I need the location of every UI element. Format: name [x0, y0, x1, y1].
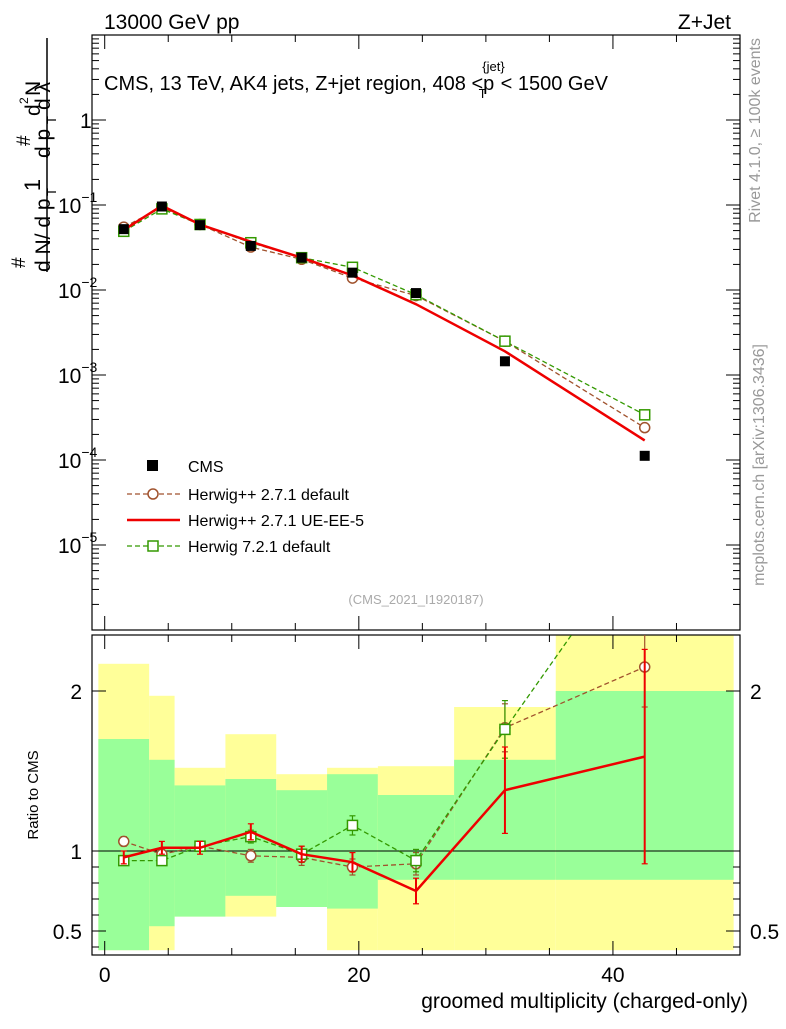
title-sup: {jet}	[482, 59, 505, 74]
series-point-3	[638, 409, 651, 421]
legend-label-3: Herwig 7.2.1 default	[188, 539, 331, 556]
series-point-0	[156, 201, 167, 212]
band-inner-bin	[327, 774, 378, 909]
ratio-data-layer	[118, 635, 651, 905]
legend-label-0: CMS	[188, 459, 224, 476]
ylabel-t-sub: T	[44, 188, 59, 196]
legend-label-1: Herwig++ 2.7.1 default	[188, 487, 350, 504]
legend-marker-3	[147, 540, 159, 552]
series-point-0	[347, 267, 358, 278]
main-title: CMS, 13 TeV, AK4 jets, Z+jet region, 408…	[104, 59, 609, 101]
main-y-axis-label: 1 # d N/ d p T # d 2 N d p T d λ	[9, 38, 59, 272]
main-frame	[91, 34, 741, 631]
series-point-0	[195, 220, 205, 231]
series-point-0	[245, 240, 256, 251]
ylabel-dn-text: d N/ d p	[32, 198, 55, 272]
ylabel-dpt: d p	[32, 129, 55, 158]
ratio-series-point-2	[410, 854, 422, 867]
series-point-3	[499, 335, 511, 347]
ratio-y-axis-label: Ratio to CMS	[25, 750, 42, 839]
x-tick-label: 40	[601, 964, 624, 987]
ratio-series-point-0	[118, 835, 130, 848]
ylabel-one: 1	[20, 179, 45, 191]
title-prefix: CMS, 13 TeV, AK4 jets, Z+jet region, 408…	[104, 73, 483, 95]
main-y-tick-exponent: −4	[81, 444, 97, 460]
series-point-0	[296, 252, 307, 263]
ylabel-n: N	[22, 81, 45, 96]
ratio-series-point-0	[245, 850, 257, 862]
main-y-tick-exponent: −3	[81, 359, 97, 375]
ylabel-dn: #	[9, 257, 30, 268]
x-tick-label: 0	[99, 964, 111, 987]
legend-marker-1	[147, 488, 159, 500]
series-point-0	[411, 288, 421, 299]
ylabel-d2n: d	[22, 104, 45, 116]
main-y-tick-exponent: −2	[81, 274, 97, 290]
main-panel: 110−110−210−310−410−5	[58, 34, 741, 631]
ratio-series-point-2	[499, 723, 511, 736]
title-suffix: < 1500 GeV	[501, 73, 609, 95]
process-label: Z+Jet	[678, 11, 731, 34]
title-var: p	[483, 73, 494, 95]
series-point-0	[499, 356, 510, 367]
series-point-1	[638, 421, 651, 434]
mcplots-label: mcplots.cern.ch [arXiv:1306.3436]	[751, 344, 768, 586]
ratio-y-tick-label-right: 0.5	[750, 921, 779, 944]
ratio-series-point-2	[346, 819, 359, 832]
ratio-y-tick-label-left: 0.5	[53, 921, 82, 944]
legend-marker-cms	[147, 460, 158, 471]
series-point-0	[118, 224, 129, 235]
legend-label-2: Herwig++ 2.7.1 UE-EE-5	[188, 513, 364, 530]
ratio-y-tick-label-right: 2	[750, 681, 762, 704]
ratio-frame	[91, 634, 741, 956]
ratio-series-point-2	[156, 854, 168, 867]
main-y-tick-exponent: −5	[81, 529, 97, 545]
rivet-label: Rivet 4.1.0, ≥ 100k events	[747, 38, 764, 223]
main-data-layer	[118, 201, 651, 461]
x-tick-label: 20	[347, 964, 370, 987]
energy-label: 13000 GeV pp	[104, 11, 239, 34]
ratio-y-tick-label-left: 1	[70, 841, 82, 864]
ylabel-dlambda: d λ	[32, 81, 55, 110]
ylabel-d2n-sup: 2	[17, 97, 31, 104]
main-y-tick-label: 1	[80, 110, 92, 133]
analysis-id-label: (CMS_2021_I1920187)	[348, 592, 483, 607]
ylabel-hash2: #	[14, 135, 35, 146]
ratio-y-tick-label-left: 2	[70, 681, 82, 704]
ylabel-t-sub2: T	[44, 116, 59, 124]
legend: CMS Herwig++ 2.7.1 default Herwig++ 2.7.1 …	[127, 459, 364, 556]
x-axis-label: groomed multiplicity (charged-only)	[421, 990, 748, 1013]
main-y-tick-exponent: −1	[81, 189, 97, 205]
title-sub: T	[479, 86, 487, 101]
series-point-0	[639, 450, 650, 461]
